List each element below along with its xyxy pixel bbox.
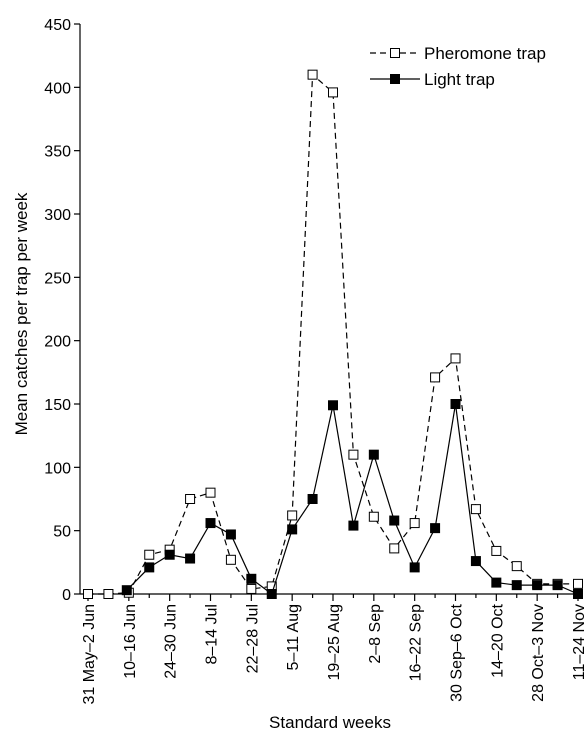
y-tick-label: 300 [44, 207, 71, 224]
y-tick-label: 400 [44, 80, 71, 97]
data-point [409, 518, 420, 529]
x-tick-label: 16–22 Sep [408, 604, 425, 682]
y-axis-label: Mean catches per trap per week [12, 192, 31, 435]
x-tick-label: 2–8 Sep [367, 604, 384, 664]
x-tick-label: 14–20 Oct [489, 603, 506, 677]
x-tick-label: 30 Sep–6 Oct [449, 603, 466, 701]
data-point [409, 562, 420, 573]
data-point [144, 549, 155, 560]
series-layer [83, 69, 583, 599]
y-tick-label: 150 [44, 397, 71, 414]
data-point [511, 580, 522, 591]
data-point [121, 585, 132, 596]
x-tick-label: 19–25 Aug [326, 604, 343, 681]
data-point [287, 524, 298, 535]
data-point [491, 545, 502, 556]
data-point [287, 510, 298, 521]
data-point [246, 573, 257, 584]
data-point [225, 554, 236, 565]
data-point [573, 578, 583, 589]
data-point [450, 399, 461, 409]
x-tick-label: 8–14 Jul [204, 604, 221, 665]
data-point [389, 543, 400, 554]
data-point [511, 561, 522, 572]
data-point [205, 487, 216, 498]
data-point [225, 529, 236, 540]
y-tick-label: 200 [44, 334, 71, 351]
data-point [532, 580, 543, 591]
y-tick-label: 50 [53, 524, 71, 541]
y-tick-label: 350 [44, 144, 71, 161]
data-point [573, 589, 583, 599]
x-tick-label: 10–16 Jun [122, 604, 139, 679]
data-point [348, 449, 359, 460]
data-point [368, 511, 379, 522]
x-tick-label: 28 Oct–3 Nov [530, 604, 547, 702]
legend-marker [390, 48, 400, 58]
data-point [266, 589, 277, 599]
x-axis-label: Standard weeks [269, 713, 391, 732]
data-point [430, 372, 441, 383]
legend-label: Pheromone trap [424, 44, 546, 63]
data-point [205, 518, 216, 529]
data-point [328, 400, 338, 411]
x-tick-label: 11–24 Nov [571, 604, 584, 680]
data-point [348, 520, 359, 531]
y-axis: 0 50 100 150 200 250 300 350 400 450 [44, 17, 81, 604]
series-pheromone-trap [83, 69, 583, 599]
data-point [470, 504, 481, 515]
x-tick-label: 22–28 Jul [244, 604, 261, 673]
y-tick-label: 100 [44, 460, 71, 477]
y-tick-label: 250 [44, 270, 71, 287]
data-point [103, 589, 114, 599]
data-point [144, 562, 155, 573]
legend-item: Pheromone trap [370, 44, 546, 63]
data-point [307, 69, 318, 80]
x-tick-label: 5–11 Aug [285, 604, 302, 670]
data-point [491, 577, 502, 588]
legend-marker [390, 74, 400, 84]
data-point [246, 583, 257, 594]
data-point [185, 553, 196, 564]
x-tick-label: 24–30 Jun [163, 604, 180, 679]
series-light-trap [121, 399, 583, 599]
x-tick-label: 31 May–2 Jun [81, 604, 98, 705]
data-point [450, 353, 461, 364]
series-line [88, 73, 578, 595]
data-point [430, 523, 441, 534]
data-point [368, 449, 379, 460]
x-axis: 31 May–2 Jun 10–16 Jun 24–30 Jun 8–14 Jul 22… [80, 593, 584, 705]
data-point [389, 515, 400, 526]
data-point [328, 87, 338, 98]
y-tick-label: 0 [62, 587, 71, 604]
data-point [307, 494, 318, 504]
data-point [83, 589, 93, 599]
data-point [164, 549, 175, 560]
y-tick-label: 450 [44, 17, 71, 34]
data-point [185, 494, 196, 504]
legend-label: Light trap [424, 70, 495, 89]
data-point [552, 580, 563, 591]
legend: Pheromone trap Light trap [370, 44, 546, 89]
data-point [470, 556, 481, 567]
legend-item: Light trap [370, 70, 495, 89]
